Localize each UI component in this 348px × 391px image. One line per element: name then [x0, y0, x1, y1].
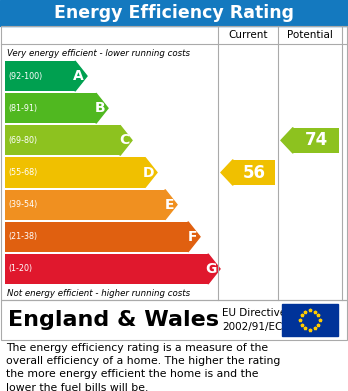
Text: G: G	[206, 262, 217, 276]
Bar	[1, 300, 347, 340]
Text: C: C	[119, 133, 129, 147]
Text: The energy efficiency rating is a measure of the
overall efficiency of a home. T: The energy efficiency rating is a measur…	[6, 343, 280, 391]
Bar	[5, 61, 75, 91]
Text: 56: 56	[243, 163, 266, 181]
Bar	[5, 254, 208, 284]
Bar	[5, 93, 96, 123]
Text: D: D	[142, 165, 154, 179]
Text: (69-80): (69-80)	[8, 136, 37, 145]
Text: Very energy efficient - lower running costs: Very energy efficient - lower running co…	[7, 50, 190, 59]
Text: Potential: Potential	[287, 30, 333, 40]
Bar	[5, 158, 145, 188]
Text: (39-54): (39-54)	[8, 200, 37, 209]
Polygon shape	[281, 127, 293, 153]
Text: Current: Current	[228, 30, 268, 40]
Bar	[0, 300, 348, 340]
Bar	[5, 222, 188, 252]
Polygon shape	[165, 190, 177, 220]
Polygon shape	[208, 254, 220, 284]
Text: A: A	[73, 69, 84, 83]
Polygon shape	[145, 158, 157, 188]
Text: EU Directive
2002/91/EC: EU Directive 2002/91/EC	[222, 308, 286, 332]
Bar	[5, 125, 120, 156]
Text: F: F	[188, 230, 197, 244]
Text: B: B	[94, 101, 105, 115]
Text: 74: 74	[304, 131, 327, 149]
Polygon shape	[96, 93, 108, 123]
Text: (1-20): (1-20)	[8, 264, 32, 273]
Text: (21-38): (21-38)	[8, 232, 37, 241]
Text: Not energy efficient - higher running costs: Not energy efficient - higher running co…	[7, 289, 190, 298]
Text: England & Wales: England & Wales	[8, 310, 219, 330]
Bar	[282, 304, 338, 336]
Text: Energy Efficiency Rating: Energy Efficiency Rating	[54, 4, 294, 22]
Bar	[0, 0, 348, 26]
Bar	[0, 26, 348, 300]
Polygon shape	[75, 61, 87, 91]
Polygon shape	[221, 160, 233, 185]
Bar	[1, 26, 347, 300]
Bar	[5, 190, 165, 220]
Text: E: E	[165, 197, 174, 212]
Polygon shape	[120, 125, 132, 156]
Text: (55-68): (55-68)	[8, 168, 37, 177]
Text: (81-91): (81-91)	[8, 104, 37, 113]
Polygon shape	[188, 222, 200, 252]
Text: (92-100): (92-100)	[8, 72, 42, 81]
Bar	[293, 127, 339, 153]
Bar	[233, 160, 275, 185]
